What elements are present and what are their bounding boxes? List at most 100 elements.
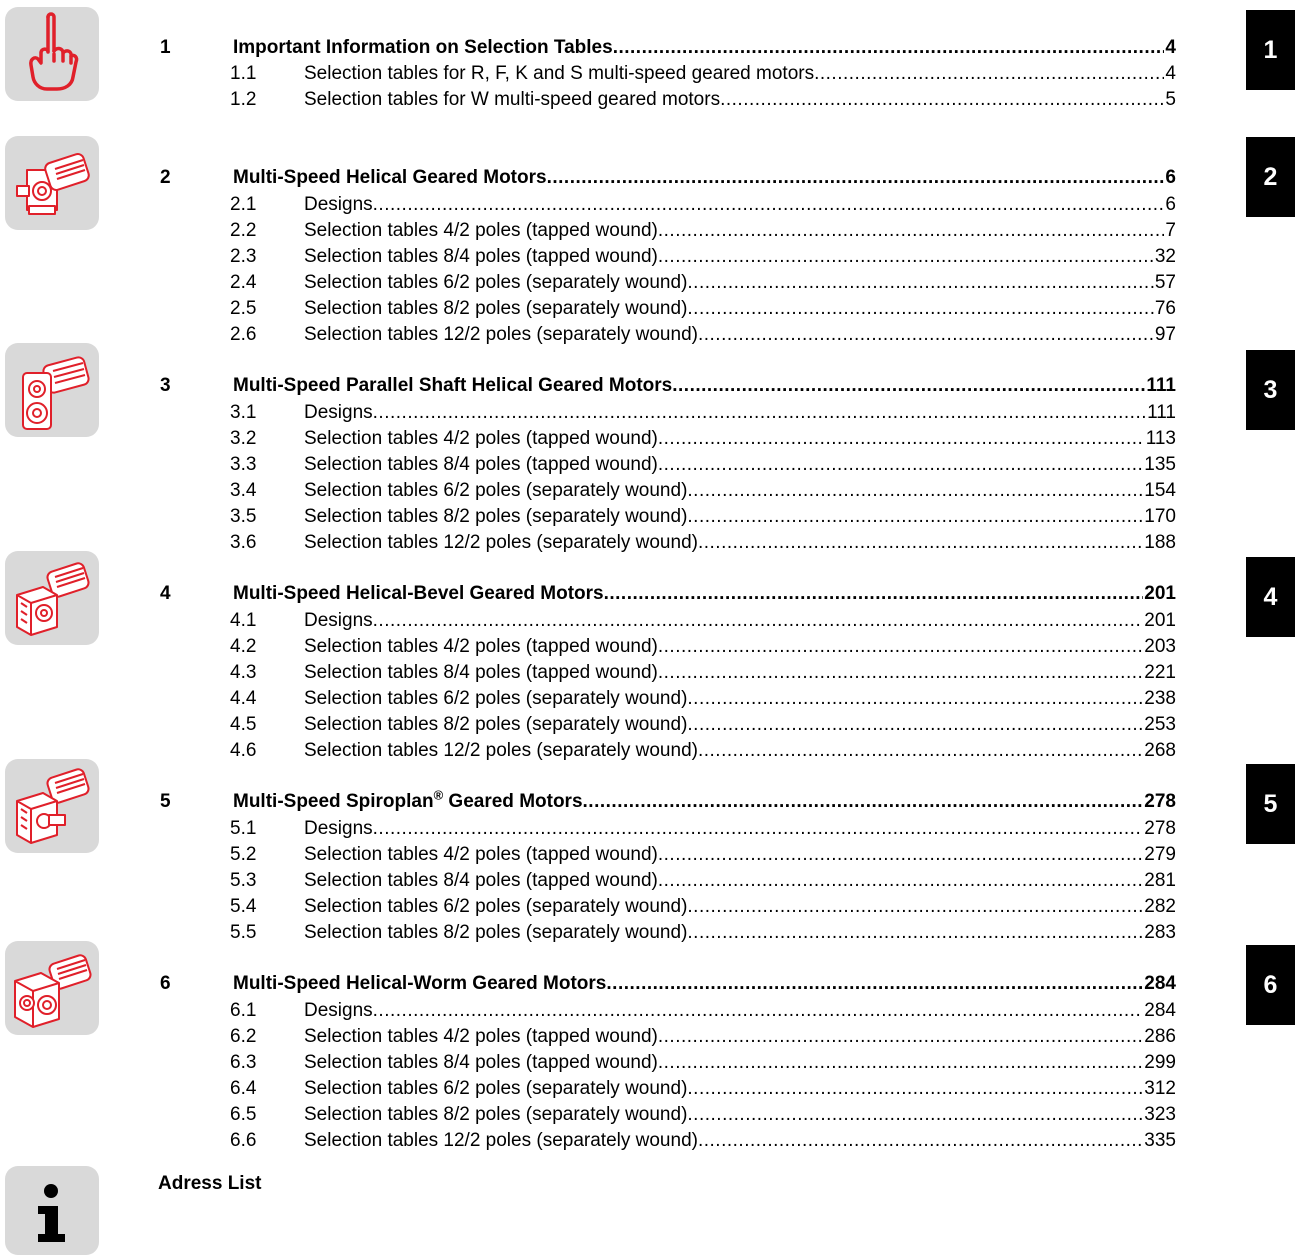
item-number: 3.1 bbox=[230, 402, 257, 423]
toc-item-4-1[interactable]: 4.1 Designs 201 bbox=[160, 606, 1176, 632]
section-3-icon-tile bbox=[5, 343, 99, 437]
toc-item-5-1[interactable]: 5.1 Designs 278 bbox=[160, 814, 1176, 840]
toc-item-6-5[interactable]: 6.5 Selection tables 8/2 poles (separate… bbox=[160, 1100, 1176, 1126]
toc-item-2-3[interactable]: 2.3 Selection tables 8/4 poles (tapped w… bbox=[160, 242, 1176, 268]
dot-leader bbox=[547, 167, 1165, 189]
toc-item-3-2[interactable]: 3.2 Selection tables 4/2 poles (tapped w… bbox=[160, 424, 1176, 450]
toc-item-6-3[interactable]: 6.3 Selection tables 8/4 poles (tapped w… bbox=[160, 1048, 1176, 1074]
toc-item-3-6[interactable]: 3.6 Selection tables 12/2 poles (separat… bbox=[160, 528, 1176, 554]
toc-item-5-2[interactable]: 5.2 Selection tables 4/2 poles (tapped w… bbox=[160, 840, 1176, 866]
item-number: 3.5 bbox=[230, 506, 257, 527]
dot-leader bbox=[658, 636, 1143, 658]
toc-item-2-4[interactable]: 2.4 Selection tables 6/2 poles (separate… bbox=[160, 268, 1176, 294]
item-title: Selection tables 8/4 poles (tapped wound… bbox=[304, 246, 658, 267]
toc-item-5-4[interactable]: 5.4 Selection tables 6/2 poles (separate… bbox=[160, 892, 1176, 918]
page-number: 299 bbox=[1144, 1052, 1176, 1073]
toc-item-2-6[interactable]: 2.6 Selection tables 12/2 poles (separat… bbox=[160, 320, 1176, 346]
dot-leader bbox=[658, 1026, 1143, 1048]
toc-section-6[interactable]: 6 Multi-Speed Helical-Worm Geared Motors… bbox=[160, 969, 1176, 995]
toc-item-2-2[interactable]: 2.2 Selection tables 4/2 poles (tapped w… bbox=[160, 216, 1176, 242]
dot-leader bbox=[604, 583, 1144, 605]
item-number: 2.3 bbox=[230, 246, 257, 267]
item-number: 6.2 bbox=[230, 1026, 257, 1047]
toc-item-5-5[interactable]: 5.5 Selection tables 8/2 poles (separate… bbox=[160, 918, 1176, 944]
item-number: 3.4 bbox=[230, 480, 257, 501]
item-number: 6.3 bbox=[230, 1052, 257, 1073]
page-number: 221 bbox=[1144, 662, 1176, 683]
toc-item-4-6[interactable]: 4.6 Selection tables 12/2 poles (separat… bbox=[160, 736, 1176, 762]
toc-item-4-4[interactable]: 4.4 Selection tables 6/2 poles (separate… bbox=[160, 684, 1176, 710]
toc-item-5-3[interactable]: 5.3 Selection tables 8/4 poles (tapped w… bbox=[160, 866, 1176, 892]
page-number: 284 bbox=[1144, 973, 1176, 994]
dot-leader bbox=[373, 818, 1144, 840]
page-number: 283 bbox=[1144, 922, 1176, 943]
dot-leader bbox=[373, 1000, 1144, 1022]
section-title: Multi-Speed Spiroplan® Geared Motors bbox=[233, 787, 583, 813]
registered-mark: ® bbox=[433, 787, 444, 803]
toc-item-3-1[interactable]: 3.1 Designs 111 bbox=[160, 398, 1176, 424]
toc-item-6-2[interactable]: 6.2 Selection tables 4/2 poles (tapped w… bbox=[160, 1022, 1176, 1048]
item-title: Selection tables 6/2 poles (separately w… bbox=[304, 272, 688, 293]
toc-item-3-5[interactable]: 3.5 Selection tables 8/2 poles (separate… bbox=[160, 502, 1176, 528]
dot-leader bbox=[658, 662, 1143, 684]
toc-section-4[interactable]: 4 Multi-Speed Helical-Bevel Geared Motor… bbox=[160, 579, 1176, 605]
item-title: Selection tables 4/2 poles (tapped wound… bbox=[304, 220, 658, 241]
item-title: Designs bbox=[304, 1000, 373, 1021]
section-title: Multi-Speed Helical Geared Motors bbox=[233, 167, 547, 188]
item-title: Selection tables 12/2 poles (separately … bbox=[304, 1130, 698, 1151]
section-number: 6 bbox=[160, 973, 171, 994]
item-number: 5.3 bbox=[230, 870, 257, 891]
toc-item-3-3[interactable]: 3.3 Selection tables 8/4 poles (tapped w… bbox=[160, 450, 1176, 476]
toc-section-3[interactable]: 3 Multi-Speed Parallel Shaft Helical Gea… bbox=[160, 371, 1176, 397]
dot-leader bbox=[583, 791, 1144, 813]
toc-item-3-4[interactable]: 3.4 Selection tables 6/2 poles (separate… bbox=[160, 476, 1176, 502]
page-number: 312 bbox=[1144, 1078, 1176, 1099]
item-title: Selection tables 6/2 poles (separately w… bbox=[304, 896, 688, 917]
info-icon bbox=[38, 1184, 65, 1242]
chapter-tab-6[interactable]: 6 bbox=[1246, 945, 1295, 1025]
toc-section-5[interactable]: 5 Multi-Speed Spiroplan® Geared Motors 2… bbox=[160, 787, 1176, 813]
chapter-tab-4[interactable]: 4 bbox=[1246, 557, 1295, 637]
item-title: Selection tables 6/2 poles (separately w… bbox=[304, 480, 688, 501]
toc-item-1-1[interactable]: 1.1 Selection tables for R, F, K and S m… bbox=[160, 59, 1176, 85]
item-title: Selection tables 4/2 poles (tapped wound… bbox=[304, 636, 658, 657]
toc-item-6-6[interactable]: 6.6 Selection tables 12/2 poles (separat… bbox=[160, 1126, 1176, 1152]
toc-section-1[interactable]: 1 Important Information on Selection Tab… bbox=[160, 33, 1176, 59]
toc-item-4-5[interactable]: 4.5 Selection tables 8/2 poles (separate… bbox=[160, 710, 1176, 736]
chapter-tab-2[interactable]: 2 bbox=[1246, 137, 1295, 217]
chapter-tab-5[interactable]: 5 bbox=[1246, 764, 1295, 844]
item-title: Selection tables 8/4 poles (tapped wound… bbox=[304, 870, 658, 891]
toc-item-4-2[interactable]: 4.2 Selection tables 4/2 poles (tapped w… bbox=[160, 632, 1176, 658]
page-number: 4 bbox=[1165, 37, 1176, 58]
page-number: 97 bbox=[1154, 324, 1176, 345]
toc-item-2-5[interactable]: 2.5 Selection tables 8/2 poles (separate… bbox=[160, 294, 1176, 320]
toc-item-1-2[interactable]: 1.2 Selection tables for W multi-speed g… bbox=[160, 85, 1176, 111]
page-number: 335 bbox=[1144, 1130, 1176, 1151]
section-title: Multi-Speed Helical-Worm Geared Motors bbox=[233, 973, 607, 994]
page-number: 286 bbox=[1144, 1026, 1176, 1047]
dot-leader bbox=[672, 375, 1145, 397]
dot-leader bbox=[606, 973, 1143, 995]
toc-item-2-1[interactable]: 2.1 Designs 6 bbox=[160, 190, 1176, 216]
item-number: 4.1 bbox=[230, 610, 257, 631]
page-number: 113 bbox=[1145, 428, 1176, 449]
item-number: 2.6 bbox=[230, 324, 257, 345]
toc-item-6-1[interactable]: 6.1 Designs 284 bbox=[160, 996, 1176, 1022]
chapter-tab-1[interactable]: 1 bbox=[1246, 10, 1295, 90]
dot-leader bbox=[658, 454, 1143, 476]
item-title: Selection tables 6/2 poles (separately w… bbox=[304, 688, 688, 709]
page-number: 203 bbox=[1144, 636, 1176, 657]
dot-leader bbox=[687, 480, 1143, 502]
toc-item-6-4[interactable]: 6.4 Selection tables 6/2 poles (separate… bbox=[160, 1074, 1176, 1100]
dot-leader bbox=[658, 1052, 1143, 1074]
page-number: 238 bbox=[1144, 688, 1176, 709]
page-number: 188 bbox=[1144, 532, 1176, 553]
item-title: Selection tables 8/4 poles (tapped wound… bbox=[304, 1052, 658, 1073]
item-number: 5.2 bbox=[230, 844, 257, 865]
toc-section-2[interactable]: 2 Multi-Speed Helical Geared Motors 6 bbox=[160, 163, 1176, 189]
chapter-tab-3[interactable]: 3 bbox=[1246, 350, 1295, 430]
toc-item-4-3[interactable]: 4.3 Selection tables 8/4 poles (tapped w… bbox=[160, 658, 1176, 684]
section-5-icon-tile bbox=[5, 759, 99, 853]
dot-leader bbox=[720, 89, 1164, 111]
address-list-link[interactable]: Adress List bbox=[158, 1173, 262, 1194]
